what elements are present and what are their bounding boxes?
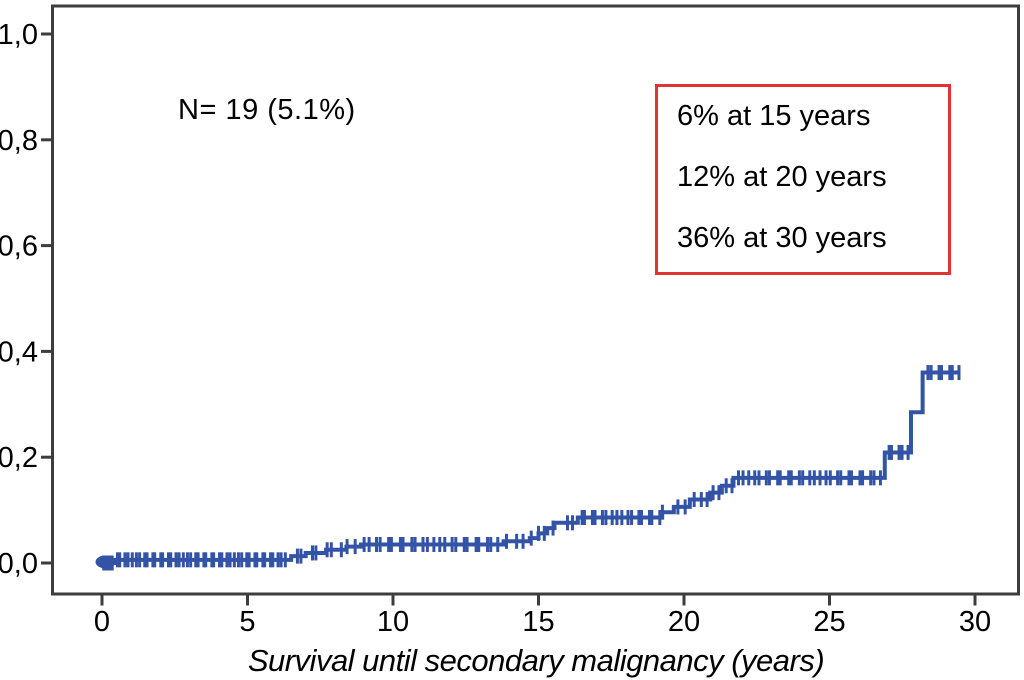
curve-start-cluster [95, 555, 116, 569]
x-tick-label: 5 [239, 606, 255, 638]
x-tick-label: 10 [377, 606, 409, 638]
x-tick-label: 25 [813, 606, 845, 638]
y-tick-label: 0,4 [0, 336, 38, 368]
y-tick-label: 0,2 [0, 442, 38, 474]
x-tick-label: 30 [959, 606, 991, 638]
n-count-annotation: N= 19 (5.1%) [178, 94, 356, 126]
callout-line-20y: 12% at 20 years [677, 161, 887, 193]
x-tick-label: 0 [94, 606, 110, 638]
y-tick-label: 0,0 [0, 548, 38, 580]
callout-line-15y: 6% at 15 years [677, 100, 871, 132]
y-tick-label: 1,0 [0, 19, 38, 51]
x-tick-label: 20 [668, 606, 700, 638]
y-tick-label: 0,8 [0, 125, 38, 157]
y-tick-label: 0,6 [0, 231, 38, 263]
plot-frame [51, 4, 1020, 596]
x-axis-title: Survival until secondary malignancy (yea… [247, 643, 825, 678]
milestone-callout-box: 6% at 15 years 12% at 20 years 36% at 30… [655, 84, 951, 275]
x-tick-label: 15 [522, 606, 554, 638]
callout-line-30y: 36% at 30 years [677, 222, 887, 254]
